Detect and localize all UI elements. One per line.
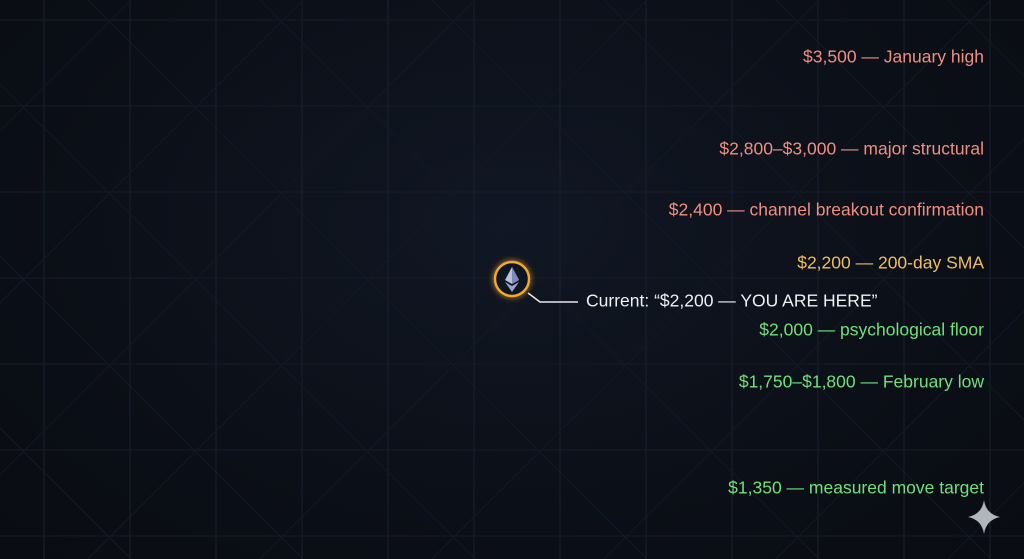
level-label: $2,800–$3,000 — major structural — [719, 139, 984, 159]
level-label: $2,200 — 200-day SMA — [797, 253, 984, 273]
level-label: $1,350 — measured move target — [728, 478, 984, 498]
grid-line — [775, 310, 1024, 559]
level-lines — [0, 56, 986, 491]
level-label: $3,500 — January high — [803, 47, 984, 67]
level-labels: $3,500 — January high $2,800–$3,000 — maj… — [669, 47, 985, 498]
level-label: $2,000 — psychological floor — [759, 320, 984, 340]
grid-line — [0, 427, 132, 559]
sparkle-icon — [968, 500, 1000, 534]
current-price-label: Current: “$2,200 — YOU ARE HERE” — [586, 291, 878, 311]
ethereum-icon — [505, 267, 519, 292]
grid-line — [775, 0, 1024, 249]
current-price-marker: Current: “$2,200 — YOU ARE HERE” — [493, 260, 878, 311]
grid-line — [0, 0, 132, 132]
callout-connector — [527, 292, 578, 303]
level-label: $2,400 — channel breakout confirmation — [669, 200, 984, 220]
level-label: $1,750–$1,800 — February low — [739, 372, 985, 392]
